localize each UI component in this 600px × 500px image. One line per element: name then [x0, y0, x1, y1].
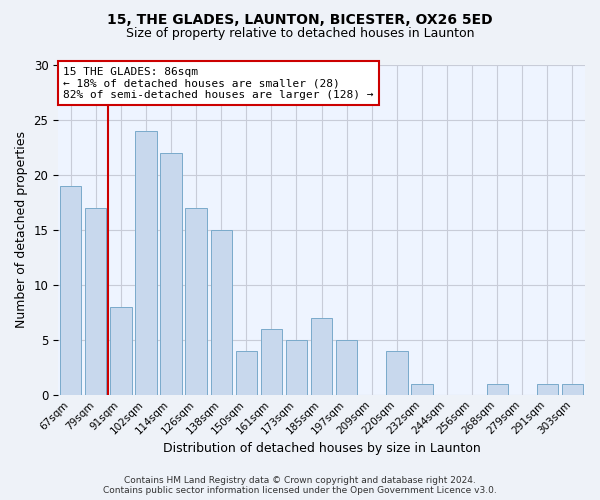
Bar: [311, 318, 332, 394]
Text: 15, THE GLADES, LAUNTON, BICESTER, OX26 5ED: 15, THE GLADES, LAUNTON, BICESTER, OX26 …: [107, 12, 493, 26]
Bar: [562, 384, 583, 394]
Bar: [261, 329, 282, 394]
Bar: [160, 153, 182, 394]
Bar: [185, 208, 207, 394]
Bar: [211, 230, 232, 394]
Text: 15 THE GLADES: 86sqm
← 18% of detached houses are smaller (28)
82% of semi-detac: 15 THE GLADES: 86sqm ← 18% of detached h…: [64, 66, 374, 100]
Text: Contains HM Land Registry data © Crown copyright and database right 2024.
Contai: Contains HM Land Registry data © Crown c…: [103, 476, 497, 495]
Bar: [135, 131, 157, 394]
Text: Size of property relative to detached houses in Launton: Size of property relative to detached ho…: [126, 28, 474, 40]
Y-axis label: Number of detached properties: Number of detached properties: [15, 132, 28, 328]
Bar: [336, 340, 358, 394]
Bar: [537, 384, 558, 394]
Bar: [236, 351, 257, 395]
X-axis label: Distribution of detached houses by size in Launton: Distribution of detached houses by size …: [163, 442, 481, 455]
Bar: [110, 307, 131, 394]
Bar: [85, 208, 106, 394]
Bar: [286, 340, 307, 394]
Bar: [60, 186, 82, 394]
Bar: [411, 384, 433, 394]
Bar: [487, 384, 508, 394]
Bar: [386, 351, 407, 395]
